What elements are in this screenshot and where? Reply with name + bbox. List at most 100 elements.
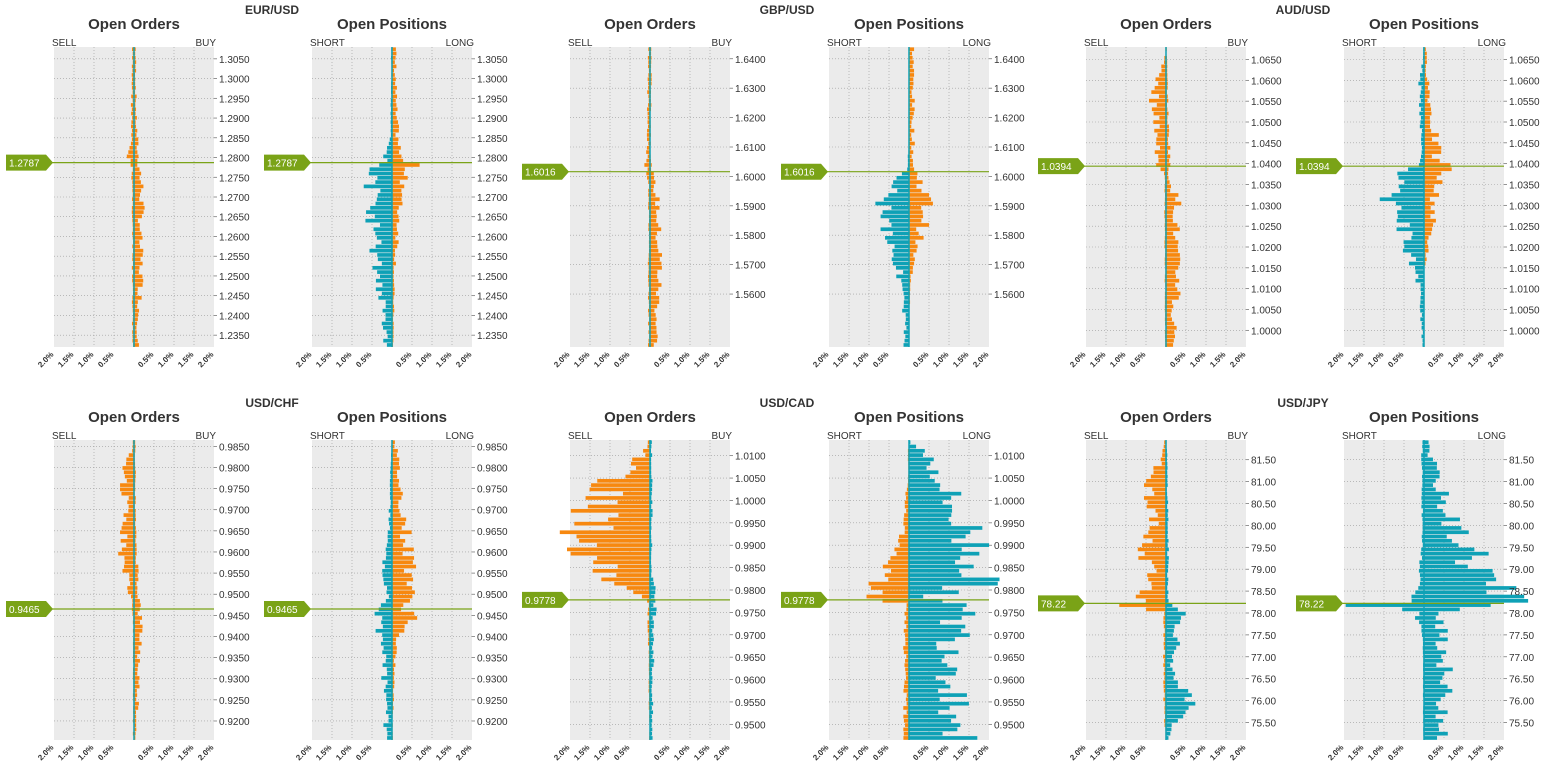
bar-right <box>909 586 942 590</box>
bar-right <box>909 655 945 659</box>
bar-left <box>1411 236 1424 240</box>
bar-left <box>1152 107 1166 111</box>
y-tick-label: 81.00 <box>1509 478 1534 489</box>
x-tick-label: 1.0% <box>1108 743 1127 762</box>
bar-right <box>650 206 659 210</box>
bar-left <box>625 475 650 479</box>
bar-left <box>386 313 392 317</box>
x-tick-label: 1.0% <box>931 743 950 762</box>
current-price-label: 1.0394 <box>1041 162 1072 173</box>
bar-left <box>888 193 909 197</box>
bar-right <box>909 719 951 723</box>
panel-title: Open Positions <box>337 409 447 426</box>
bar-right <box>392 475 397 479</box>
bar-left <box>1147 573 1166 577</box>
bar-right <box>1424 530 1469 534</box>
bar-right <box>1424 462 1437 466</box>
bar-left <box>1398 215 1424 219</box>
bar-left <box>379 163 392 167</box>
bar-left <box>1154 492 1166 496</box>
y-tick-label: 0.9500 <box>994 720 1025 731</box>
y-tick-label: 1.0050 <box>1509 306 1540 317</box>
bar-right <box>1424 693 1445 697</box>
bar-left <box>120 530 134 534</box>
bar-left <box>124 513 134 517</box>
y-tick-label: 77.50 <box>1509 631 1534 642</box>
bar-right <box>134 172 141 176</box>
bar-right <box>392 535 400 539</box>
bar-right <box>650 296 659 300</box>
y-tick-label: 1.6300 <box>994 84 1025 95</box>
pair-label: EUR/USD <box>245 3 299 17</box>
bar-right <box>392 210 397 214</box>
bar-right <box>1424 167 1452 171</box>
bar-right <box>1424 95 1429 99</box>
bar-left <box>904 292 909 296</box>
bar-right <box>909 732 943 736</box>
bar-right <box>1424 638 1448 642</box>
bar-left <box>903 736 909 740</box>
y-tick-label: 78.50 <box>1509 587 1534 598</box>
bar-left <box>377 253 392 257</box>
bar-right <box>909 47 914 51</box>
bar-left <box>122 466 134 470</box>
bar-right <box>1424 483 1433 487</box>
bar-right <box>909 603 967 607</box>
x-tick-label: 1.5% <box>1466 350 1485 369</box>
bar-left <box>386 556 392 560</box>
bar-right <box>1166 706 1189 710</box>
x-tick-label: 2.0% <box>811 350 830 369</box>
bar-left <box>365 219 392 223</box>
bar-left <box>904 719 909 723</box>
bar-right <box>650 326 656 330</box>
y-tick-label: 1.2600 <box>477 232 508 243</box>
bar-left <box>593 569 650 573</box>
bar-right <box>134 185 143 189</box>
bar-left <box>127 479 134 483</box>
bar-left <box>586 496 650 500</box>
bar-right <box>134 197 139 201</box>
bar-right <box>134 202 144 206</box>
bar-right <box>392 496 401 500</box>
bar-left <box>126 462 134 466</box>
bar-right <box>392 95 397 99</box>
y-tick-label: 79.50 <box>1251 543 1276 554</box>
bar-left <box>387 150 392 154</box>
bar-right <box>1424 535 1447 539</box>
y-tick-label: 76.50 <box>1251 675 1276 686</box>
y-tick-label: 1.0050 <box>1251 306 1282 317</box>
bar-left <box>902 283 909 287</box>
bar-right <box>909 189 921 193</box>
bar-right <box>909 638 955 642</box>
bar-right <box>392 146 401 150</box>
bar-right <box>134 236 143 240</box>
bar-left <box>632 458 650 462</box>
bar-right <box>1166 608 1178 612</box>
bar-left <box>904 343 909 347</box>
current-price-label: 1.2787 <box>267 159 298 170</box>
panel-title: Open Positions <box>1369 409 1479 426</box>
bar-right <box>1166 668 1173 672</box>
bar-left <box>1157 133 1166 137</box>
bar-left <box>1156 142 1166 146</box>
x-tick-label: 1.0% <box>414 743 433 762</box>
bar-right <box>1424 633 1439 637</box>
bar-left <box>889 219 909 223</box>
bar-left <box>385 565 392 569</box>
bar-left <box>1148 578 1166 582</box>
bar-right <box>1166 292 1180 296</box>
y-tick-label: 1.6300 <box>735 84 766 95</box>
bar-left <box>1159 522 1166 526</box>
bar-left <box>124 565 134 569</box>
y-tick-label: 1.5900 <box>994 202 1025 213</box>
y-tick-label: 1.6000 <box>735 172 766 183</box>
x-tick-label: 2.0% <box>1326 350 1345 369</box>
bar-left <box>1149 99 1166 103</box>
bar-right <box>909 219 921 223</box>
pair-label: AUD/USD <box>1276 3 1331 17</box>
bar-right <box>650 193 655 197</box>
bar-left <box>597 556 650 560</box>
bar-right <box>1424 445 1430 449</box>
bar-right <box>650 339 657 343</box>
